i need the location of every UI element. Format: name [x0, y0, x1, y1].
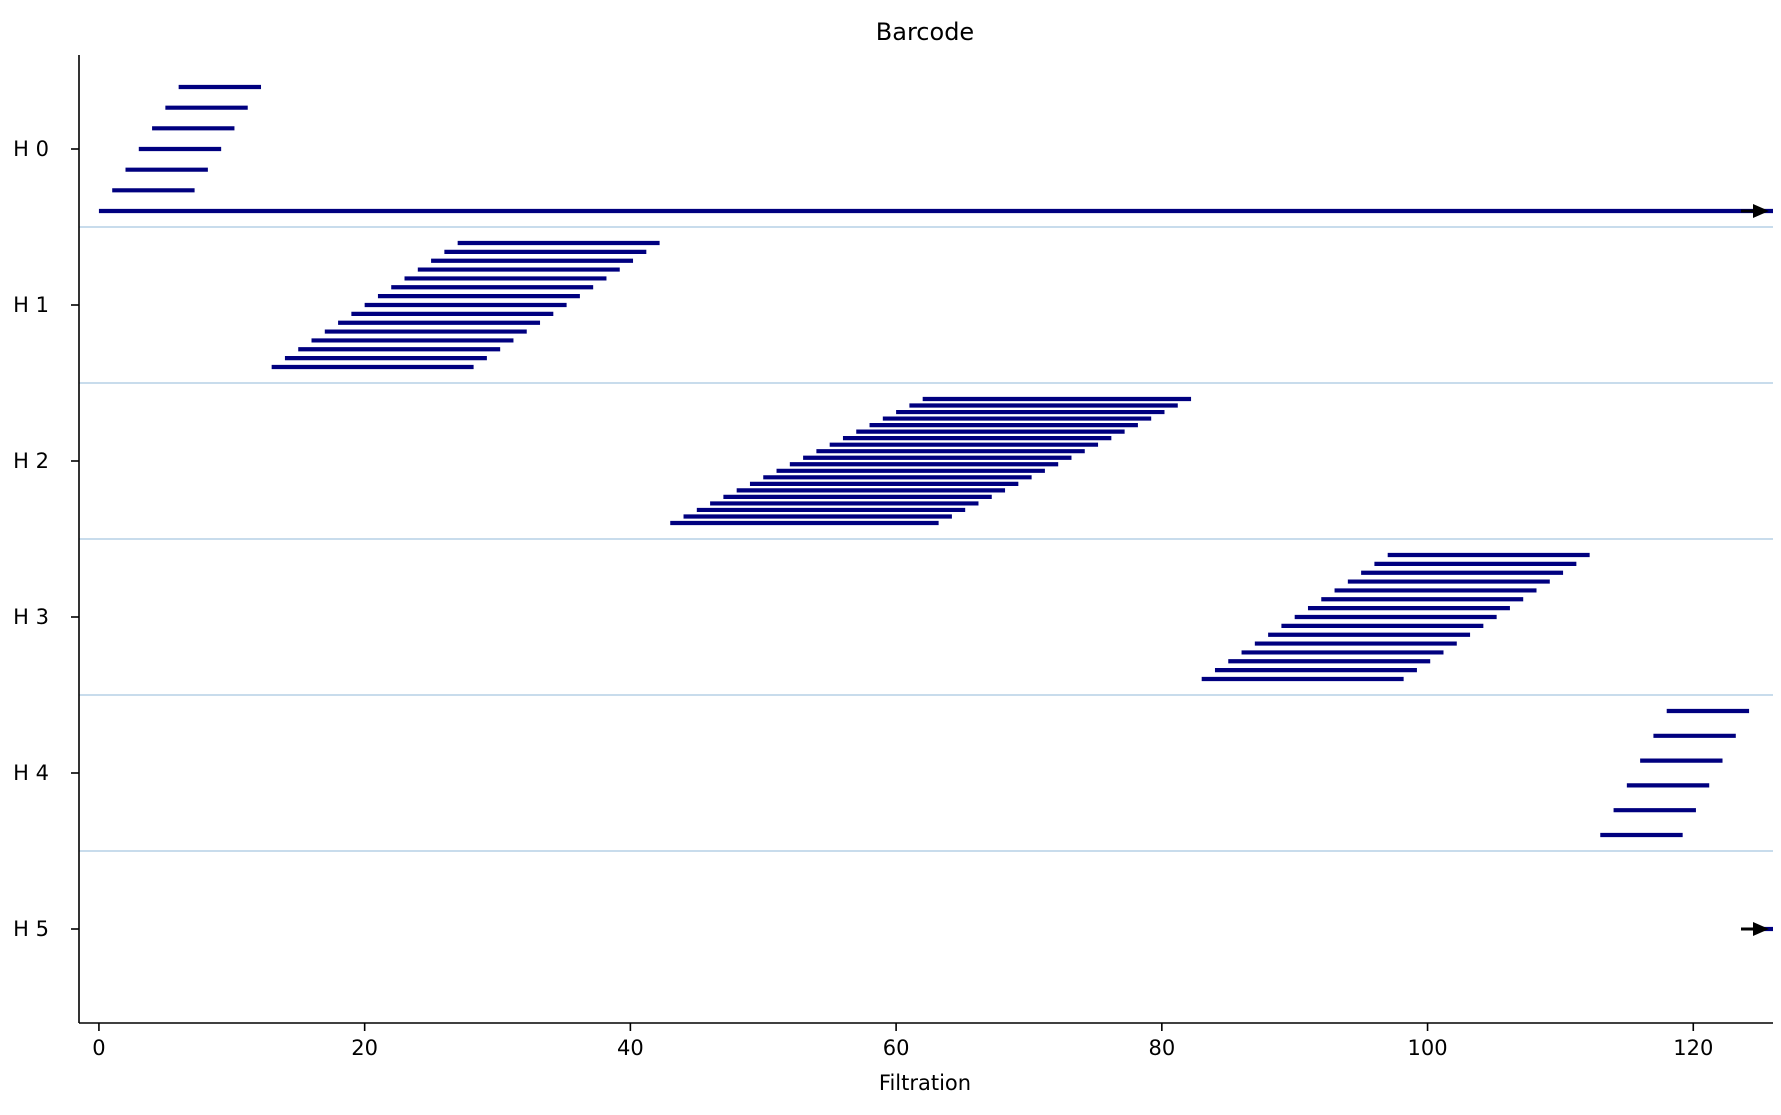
y-tick-label: H 4: [13, 761, 49, 785]
x-tick-label: 60: [883, 1036, 910, 1060]
x-tick-label: 0: [92, 1036, 105, 1060]
infinite-bar-arrows: [1741, 204, 1769, 936]
x-axis-title: Filtration: [879, 1071, 971, 1095]
x-ticks: 0 20 40 60 80 100 120: [92, 1023, 1713, 1060]
x-tick-label: 80: [1148, 1036, 1175, 1060]
arrow-head: [1753, 922, 1769, 936]
y-tick-label: H 3: [13, 605, 49, 629]
x-tick-label: 100: [1408, 1036, 1448, 1060]
arrow-head: [1753, 204, 1769, 218]
axes: [78, 55, 1773, 1024]
y-tick-label: H 2: [13, 449, 49, 473]
persistence-bars: [98, 84, 1773, 932]
group-separators: [79, 226, 1773, 852]
y-tick-label: H 5: [13, 917, 49, 941]
y-ticks: H 0 H 1 H 2 H 3 H 4 H 5: [13, 137, 79, 941]
x-tick-label: 20: [351, 1036, 378, 1060]
chart-title: Barcode: [876, 18, 974, 46]
y-tick-label: H 0: [13, 137, 49, 161]
x-tick-label: 40: [617, 1036, 644, 1060]
y-tick-label: H 1: [13, 293, 49, 317]
x-tick-label: 120: [1673, 1036, 1713, 1060]
